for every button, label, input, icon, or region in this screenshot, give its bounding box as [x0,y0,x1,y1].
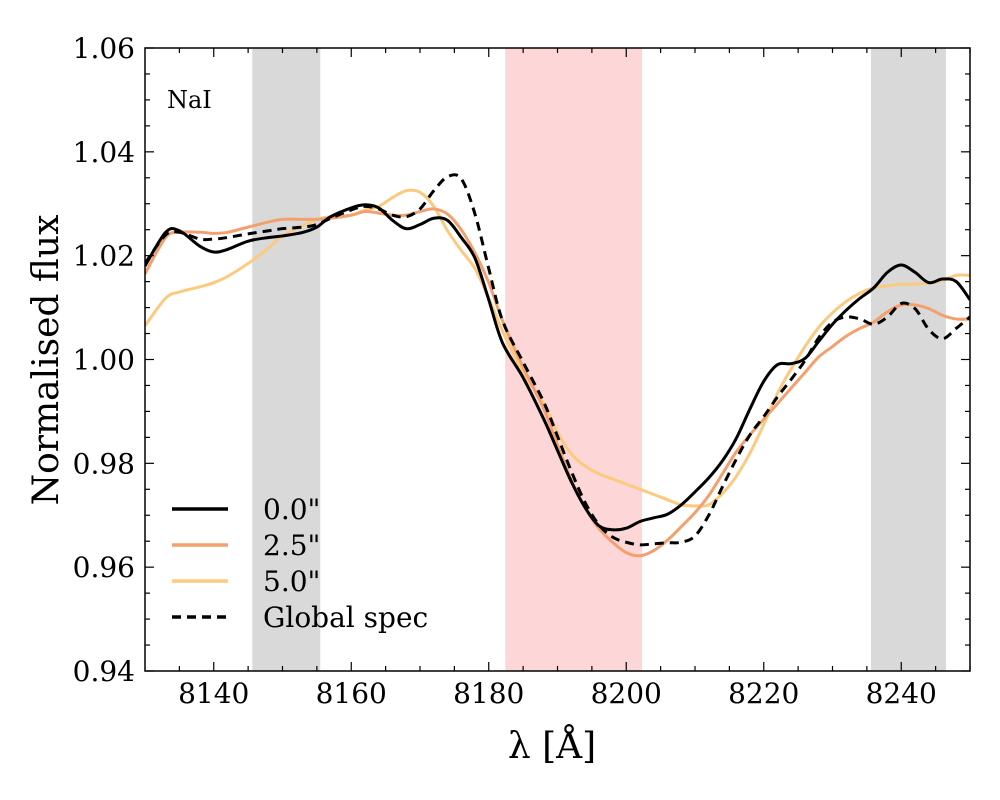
y-tick-label: 0.94 [73,655,135,688]
series-line-5-0 [145,188,970,508]
legend-label: Global spec [263,601,428,634]
feature-annotation: NaI [167,86,212,114]
x-tick-label: 8200 [591,677,662,710]
ticklabel-layer: 8140 8160 8180 8200 8220 8240 0.94 0.96 0.98 1.00… [73,32,937,710]
legend: 0.0"2.5"5.0"Global spec [172,493,428,634]
bands-layer [252,48,946,671]
band-red-continuum [871,48,946,671]
band-feature [505,48,643,671]
series-line-global-spec [145,173,970,547]
x-tick-label: 8160 [316,677,387,710]
y-tick-label: 0.98 [73,447,135,480]
series-line-0-0 [145,203,970,532]
legend-label: 0.0" [263,493,320,526]
legend-label: 5.0" [263,565,320,598]
y-tick-label: 1.02 [73,240,135,273]
y-tick-label: 1.00 [73,344,135,377]
y-axis-title: Normalised flux [26,215,67,506]
x-tick-label: 8140 [178,677,249,710]
x-tick-label: 8180 [453,677,524,710]
y-tick-label: 0.96 [73,551,135,584]
x-tick-label: 8240 [866,677,937,710]
y-tick-label: 1.04 [73,136,135,169]
band-blue-continuum [252,48,321,671]
legend-items: 0.0"2.5"5.0"Global spec [172,493,428,634]
ticks-layer [145,47,971,672]
legend-label: 2.5" [263,529,320,562]
y-tick-label: 1.06 [73,32,135,65]
series-layer [145,173,970,558]
x-tick-label: 8220 [728,677,799,710]
x-axis-title: λ [Å] [508,725,596,767]
